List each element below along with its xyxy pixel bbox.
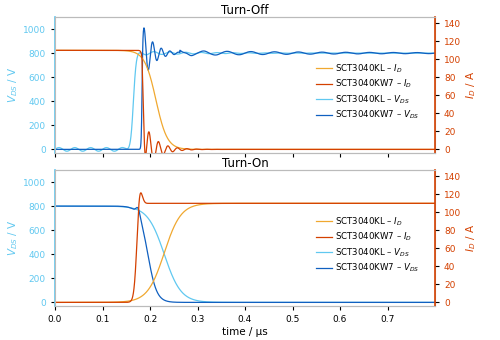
SCT3040KW7 – $I_D$ — [215, 201, 221, 205]
SCT3040KW7 – $V_{DS}$ — [52, 147, 58, 151]
SCT3040KW7 – $I_D$ — [420, 147, 426, 151]
SCT3040KW7 – $V_{DS}$ — [328, 52, 334, 56]
SCT3040KL – $I_D$ — [52, 300, 58, 304]
SCT3040KL – $I_D$ — [420, 201, 426, 205]
SCT3040KW7 – $I_D$ — [328, 201, 334, 205]
SCT3040KL – $V_{DS}$ — [402, 51, 407, 55]
SCT3040KL – $V_{DS}$ — [232, 300, 238, 304]
Title: Turn-On: Turn-On — [222, 157, 268, 170]
Legend: SCT3040KL – $I_D$, SCT3040KW7 – $I_D$, SCT3040KL – $V_{DS}$, SCT3040KW7 – $V_{DS: SCT3040KL – $I_D$, SCT3040KW7 – $I_D$, S… — [313, 212, 423, 278]
Title: Turn-Off: Turn-Off — [221, 4, 269, 17]
SCT3040KW7 – $I_D$ — [402, 147, 407, 151]
SCT3040KL – $V_{DS}$ — [402, 300, 407, 304]
SCT3040KL – $I_D$ — [360, 147, 366, 151]
SCT3040KW7 – $V_{DS}$ — [432, 300, 438, 304]
SCT3040KL – $I_D$ — [432, 201, 438, 205]
SCT3040KW7 – $V_{DS}$ — [402, 300, 407, 304]
SCT3040KW7 – $V_{DS}$ — [214, 300, 220, 304]
Y-axis label: $I_D$ / A: $I_D$ / A — [464, 224, 478, 252]
SCT3040KW7 – $I_D$ — [432, 147, 438, 151]
SCT3040KL – $I_D$ — [328, 201, 334, 205]
SCT3040KW7 – $V_{DS}$ — [420, 51, 426, 55]
SCT3040KL – $I_D$ — [402, 201, 407, 205]
Line: SCT3040KL – $I_D$: SCT3040KL – $I_D$ — [55, 50, 435, 149]
SCT3040KW7 – $I_D$ — [232, 201, 238, 205]
Line: SCT3040KL – $V_{DS}$: SCT3040KL – $V_{DS}$ — [55, 206, 435, 302]
SCT3040KL – $V_{DS}$ — [64, 149, 70, 153]
SCT3040KW7 – $V_{DS}$ — [420, 300, 426, 304]
SCT3040KL – $V_{DS}$ — [151, 50, 157, 54]
SCT3040KL – $V_{DS}$ — [212, 51, 218, 55]
SCT3040KL – $V_{DS}$ — [232, 51, 238, 55]
SCT3040KW7 – $V_{DS}$ — [432, 51, 438, 55]
SCT3040KW7 – $I_D$ — [142, 152, 148, 156]
SCT3040KW7 – $V_{DS}$ — [307, 300, 313, 304]
SCT3040KW7 – $V_{DS}$ — [212, 300, 218, 304]
X-axis label: time / μs: time / μs — [222, 327, 268, 337]
SCT3040KL – $V_{DS}$ — [420, 300, 426, 304]
SCT3040KW7 – $I_D$ — [402, 201, 407, 205]
SCT3040KL – $I_D$ — [212, 147, 218, 151]
SCT3040KW7 – $I_D$ — [420, 201, 426, 205]
SCT3040KL – $V_{DS}$ — [52, 147, 58, 151]
SCT3040KW7 – $V_{DS}$ — [52, 204, 58, 208]
SCT3040KW7 – $V_{DS}$ — [141, 26, 147, 30]
SCT3040KL – $V_{DS}$ — [52, 204, 58, 208]
SCT3040KL – $I_D$ — [432, 147, 438, 151]
SCT3040KW7 – $I_D$ — [212, 147, 218, 151]
SCT3040KW7 – $I_D$ — [138, 191, 144, 195]
SCT3040KL – $V_{DS}$ — [214, 300, 220, 304]
SCT3040KW7 – $I_D$ — [432, 201, 438, 205]
SCT3040KL – $I_D$ — [52, 48, 58, 52]
SCT3040KL – $I_D$ — [212, 202, 218, 206]
SCT3040KL – $V_{DS}$ — [432, 300, 438, 304]
Y-axis label: $V_{DS}$ / V: $V_{DS}$ / V — [6, 67, 20, 103]
SCT3040KW7 – $V_{DS}$ — [232, 300, 238, 304]
Line: SCT3040KL – $I_D$: SCT3040KL – $I_D$ — [55, 203, 435, 302]
SCT3040KL – $I_D$ — [214, 147, 220, 151]
SCT3040KW7 – $V_{DS}$ — [215, 53, 221, 57]
Line: SCT3040KW7 – $I_D$: SCT3040KW7 – $I_D$ — [55, 193, 435, 302]
SCT3040KW7 – $V_{DS}$ — [212, 53, 218, 57]
SCT3040KW7 – $I_D$ — [52, 300, 58, 304]
SCT3040KL – $V_{DS}$ — [212, 300, 218, 304]
SCT3040KW7 – $V_{DS}$ — [402, 52, 407, 56]
SCT3040KW7 – $I_D$ — [232, 147, 238, 151]
Y-axis label: $I_D$ / A: $I_D$ / A — [464, 71, 478, 99]
SCT3040KL – $V_{DS}$ — [215, 51, 221, 55]
SCT3040KL – $I_D$ — [328, 147, 334, 151]
SCT3040KL – $I_D$ — [232, 147, 238, 151]
Line: SCT3040KW7 – $I_D$: SCT3040KW7 – $I_D$ — [55, 50, 435, 154]
SCT3040KL – $V_{DS}$ — [328, 51, 334, 55]
SCT3040KL – $I_D$ — [420, 147, 426, 151]
SCT3040KW7 – $I_D$ — [212, 201, 218, 205]
SCT3040KL – $V_{DS}$ — [420, 51, 426, 55]
Line: SCT3040KW7 – $V_{DS}$: SCT3040KW7 – $V_{DS}$ — [55, 206, 435, 302]
SCT3040KW7 – $V_{DS}$ — [328, 300, 334, 304]
SCT3040KL – $I_D$ — [402, 147, 407, 151]
SCT3040KL – $V_{DS}$ — [432, 51, 438, 55]
SCT3040KW7 – $V_{DS}$ — [232, 52, 238, 56]
SCT3040KL – $I_D$ — [214, 201, 220, 205]
SCT3040KL – $I_D$ — [232, 201, 238, 205]
SCT3040KW7 – $I_D$ — [52, 48, 58, 52]
SCT3040KW7 – $I_D$ — [215, 147, 221, 151]
Line: SCT3040KW7 – $V_{DS}$: SCT3040KW7 – $V_{DS}$ — [55, 28, 435, 149]
Line: SCT3040KL – $V_{DS}$: SCT3040KL – $V_{DS}$ — [55, 52, 435, 151]
Y-axis label: $V_{DS}$ / V: $V_{DS}$ / V — [6, 220, 20, 256]
SCT3040KL – $V_{DS}$ — [328, 300, 334, 304]
Legend: SCT3040KL – $I_D$, SCT3040KW7 – $I_D$, SCT3040KL – $V_{DS}$, SCT3040KW7 – $V_{DS: SCT3040KL – $I_D$, SCT3040KW7 – $I_D$, S… — [313, 59, 423, 125]
SCT3040KW7 – $I_D$ — [328, 147, 334, 151]
